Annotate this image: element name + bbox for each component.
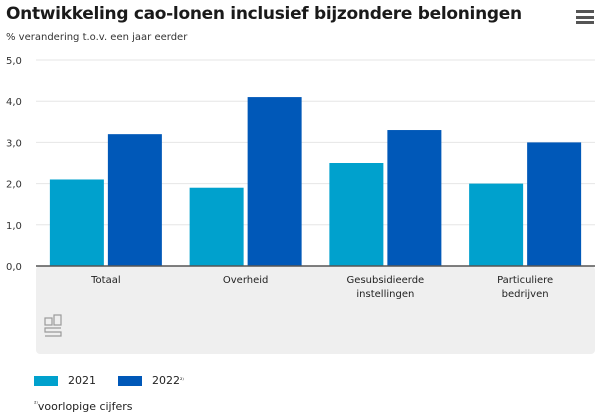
x-tick-label: Totaal xyxy=(90,275,120,286)
legend-label: 2022 xyxy=(152,374,180,387)
legend-swatch-2021 xyxy=(34,375,58,386)
y-tick-label: 1,0 xyxy=(6,221,22,232)
y-tick-label: 3,0 xyxy=(6,138,22,149)
bar-2021-3[interactable] xyxy=(469,183,524,266)
legend-superscript: ²⁾ xyxy=(180,377,184,384)
bar-2022-0[interactable] xyxy=(107,134,162,266)
legend-item-2021[interactable]: 2021 xyxy=(34,374,96,387)
bar-2021-0[interactable] xyxy=(49,179,104,266)
x-tick-label: Gesubsidieerde xyxy=(347,275,425,286)
bar-2022-3[interactable] xyxy=(527,142,582,266)
bar-2022-2[interactable] xyxy=(387,130,442,266)
bar-chart: 0,0 1,0 2,0 3,0 4,0 5,0 Totaal Overheid Gesubsi… xyxy=(6,56,595,354)
y-tick-label: 0,0 xyxy=(6,262,22,273)
bar-2022-1[interactable] xyxy=(247,97,302,266)
bars xyxy=(49,97,582,266)
bar-2021-1[interactable] xyxy=(189,187,244,266)
y-tick-label: 2,0 xyxy=(6,180,22,191)
y-tick-label: 4,0 xyxy=(6,97,22,108)
chart-title: Ontwikkeling cao-lonen inclusief bijzond… xyxy=(6,4,522,24)
legend-item-2022[interactable]: 2022 ²⁾ xyxy=(118,374,184,387)
footnote-superscript: ²⁾ xyxy=(34,400,38,408)
cbs-logo-icon xyxy=(44,314,62,337)
legend-swatch-2022 xyxy=(118,375,142,386)
x-tick-label: Overheid xyxy=(223,275,269,286)
legend-label: 2021 xyxy=(68,374,96,387)
y-tick-label: 5,0 xyxy=(6,56,22,67)
x-tick-label: Particuliere xyxy=(497,275,553,286)
x-axis-labels: Totaal Overheid Gesubsidieerde instellingen… xyxy=(90,275,553,300)
y-axis-labels: 0,0 1,0 2,0 3,0 4,0 5,0 xyxy=(6,56,22,273)
footnote: ²⁾voorlopige cijfers xyxy=(34,400,133,413)
footnote-text: voorlopige cijfers xyxy=(37,400,133,413)
x-axis-band xyxy=(36,266,595,354)
chart-subtitle: % verandering t.o.v. een jaar eerder xyxy=(6,32,188,43)
hamburger-menu-icon[interactable] xyxy=(576,10,594,24)
x-tick-label: instellingen xyxy=(356,289,414,300)
x-tick-label: bedrijven xyxy=(502,289,549,300)
bar-2021-2[interactable] xyxy=(329,163,384,266)
